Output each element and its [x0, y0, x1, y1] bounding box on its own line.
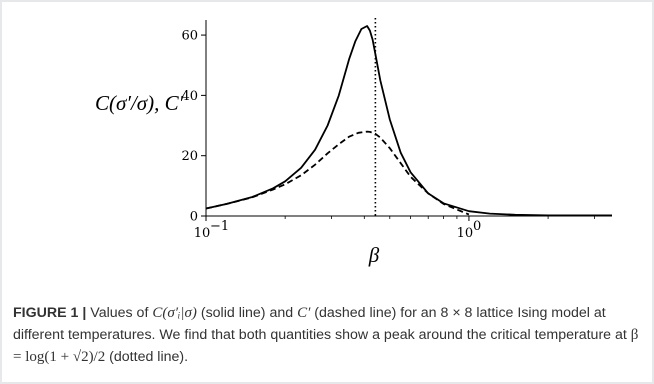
y-axis-label: C(σ′/σ), C′ — [95, 91, 184, 115]
caption-math-3: β = log(1 + √2)/2 — [13, 327, 639, 365]
figure-caption: FIGURE 1 | Values of C(σ′ᵢ|σ) (solid lin… — [13, 302, 643, 368]
plot-area — [205, 18, 612, 217]
y-tick-label: 40 — [181, 89, 198, 104]
caption-text-1: Values of — [86, 305, 153, 321]
caption-label: FIGURE 1 | — [13, 305, 87, 321]
series-solid-line — [205, 25, 612, 217]
x-tick-label: 10 — [194, 226, 211, 241]
x-axis-label: β — [368, 243, 380, 267]
series-dashed-line — [205, 130, 470, 216]
y-tick-label: 20 — [181, 149, 198, 164]
x-tick-label: 10 — [457, 226, 474, 241]
caption-text-3: (dashed line) for an 8 × 8 lattice Ising… — [13, 305, 631, 343]
y-tick-label: 0 — [190, 210, 198, 225]
y-tick-label: 60 — [181, 29, 198, 44]
x-tick-exponent: −1 — [210, 219, 229, 234]
caption-text-2: (solid line) and — [196, 305, 298, 321]
x-tick-exponent: 0 — [473, 219, 481, 234]
caption-math-1: C(σ′ᵢ|σ) — [152, 305, 197, 321]
caption-math-2: C′ — [297, 305, 311, 321]
caption-text-4: (dotted line). — [105, 349, 189, 365]
